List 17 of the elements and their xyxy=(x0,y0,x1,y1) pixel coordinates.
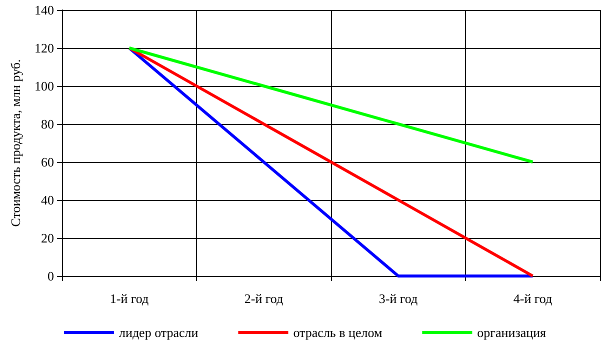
y-tick-label: 100 xyxy=(34,78,54,94)
y-tick-label: 20 xyxy=(41,230,54,246)
y-tick-label: 60 xyxy=(41,154,54,170)
y-tick-label: 0 xyxy=(48,268,54,284)
x-tick-label: 3-й год xyxy=(378,291,418,306)
y-tick-label: 120 xyxy=(34,40,54,56)
y-tick-label: 40 xyxy=(41,192,54,208)
x-tick-label: 1-й год xyxy=(110,291,150,306)
x-tick-label: 2-й год xyxy=(244,291,284,306)
x-tick-label: 4-й год xyxy=(513,291,553,306)
legend-label: лидер отрасли xyxy=(119,325,198,340)
legend-label: отрасль в целом xyxy=(293,325,382,340)
y-axis-title: Стоимость продукта, млн руб. xyxy=(8,59,23,227)
y-tick-label: 140 xyxy=(34,2,54,18)
legend-label: организация xyxy=(477,325,546,340)
line-series xyxy=(128,46,534,164)
y-tick-label: 80 xyxy=(41,116,54,132)
